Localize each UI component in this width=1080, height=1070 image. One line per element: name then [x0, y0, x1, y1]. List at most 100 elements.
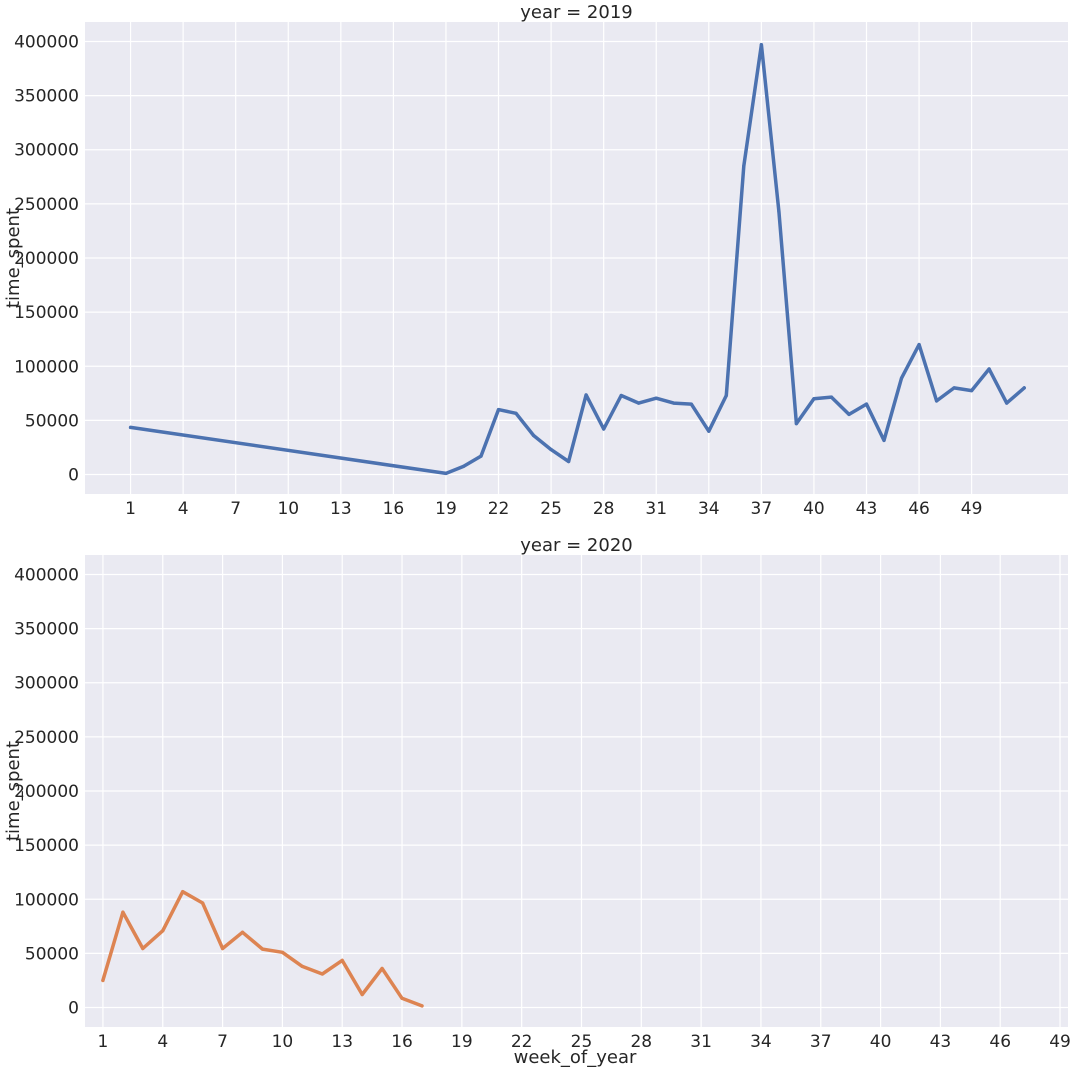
x-tick-label: 1	[125, 499, 136, 519]
x-tick-label: 16	[383, 499, 405, 519]
data-point	[619, 393, 623, 398]
y-tick-label: 350000	[14, 620, 79, 640]
data-point	[934, 399, 939, 403]
data-point	[952, 386, 956, 390]
data-point	[141, 946, 145, 951]
y-tick-label: 100000	[14, 357, 79, 377]
data-point	[567, 459, 571, 464]
x-tick-label: 46	[908, 499, 930, 519]
y-tick-label: 200000	[14, 782, 79, 802]
data-point	[672, 401, 676, 405]
data-point	[320, 972, 324, 976]
x-tick-label: 31	[690, 1032, 712, 1052]
y-tick-label: 150000	[14, 836, 79, 856]
y-tick-label: 50000	[25, 411, 79, 431]
data-point	[220, 946, 225, 951]
data-point	[444, 471, 448, 476]
data-point	[181, 890, 185, 894]
x-tick-label: 31	[645, 499, 667, 519]
x-tick-label: 28	[593, 499, 615, 519]
data-point	[260, 947, 265, 951]
x-tick-label: 49	[1049, 1032, 1071, 1052]
data-point	[637, 401, 641, 405]
x-tick-label: 19	[451, 1032, 473, 1052]
data-point	[300, 964, 304, 968]
data-point	[496, 407, 501, 412]
data-point	[1005, 401, 1009, 405]
data-point	[531, 433, 536, 438]
data-point	[101, 978, 105, 983]
data-point	[742, 164, 746, 168]
data-point	[201, 901, 205, 905]
data-point	[1022, 386, 1026, 390]
y-tick-label: 250000	[14, 728, 79, 748]
data-point	[987, 367, 991, 371]
data-point	[777, 209, 781, 214]
data-point	[420, 1004, 424, 1008]
x-tick-label: 37	[810, 1032, 832, 1052]
x-tick-label: 25	[571, 1032, 593, 1052]
x-tick-label: 40	[870, 1032, 892, 1052]
y-tick-label: 50000	[25, 944, 79, 964]
data-point	[847, 412, 851, 417]
y-tick-label: 0	[68, 466, 79, 486]
x-tick-label: 7	[217, 1032, 228, 1052]
x-tick-label: 10	[277, 499, 299, 519]
data-point	[724, 393, 728, 398]
y-tick-label: 350000	[14, 87, 79, 107]
y-axis-label: time_spent	[3, 208, 24, 308]
x-tick-label: 13	[331, 1032, 353, 1052]
data-point	[161, 929, 165, 933]
x-tick-label: 4	[178, 499, 189, 519]
y-tick-label: 400000	[14, 32, 79, 52]
x-tick-label: 4	[157, 1032, 168, 1052]
x-tick-label: 40	[803, 499, 825, 519]
data-point	[812, 397, 816, 401]
data-point	[360, 992, 364, 997]
data-point	[654, 396, 658, 400]
x-tick-label: 34	[750, 1032, 772, 1052]
data-point	[759, 43, 763, 47]
data-point	[461, 464, 466, 468]
y-tick-label: 400000	[14, 565, 79, 585]
data-point	[380, 966, 384, 971]
x-tick-label: 46	[989, 1032, 1011, 1052]
data-point	[514, 411, 518, 415]
data-point	[864, 402, 869, 406]
data-point	[584, 393, 588, 397]
subplot-2020: 1 4 7 10 13 16 19 22 25 28 31 34 37 40 43 46 49 0 50000 100…	[3, 535, 1071, 1068]
x-tick-label: 22	[511, 1032, 533, 1052]
data-point	[602, 427, 606, 431]
data-point	[970, 389, 974, 393]
y-tick-label: 300000	[14, 141, 79, 161]
data-point	[280, 950, 284, 954]
y-tick-label: 200000	[14, 249, 79, 269]
y-tick-label: 0	[68, 999, 79, 1019]
data-point	[128, 425, 133, 430]
x-tick-label: 10	[272, 1032, 294, 1052]
y-tick-label: 150000	[14, 303, 79, 323]
data-point	[899, 376, 904, 380]
data-point	[707, 429, 711, 433]
subplot-title: year = 2019	[520, 2, 633, 23]
y-tick-label: 300000	[14, 674, 79, 694]
data-point	[882, 438, 886, 443]
data-point	[240, 930, 245, 934]
x-tick-label: 19	[435, 499, 457, 519]
x-tick-label: 37	[751, 499, 773, 519]
data-point	[121, 910, 125, 914]
y-tick-label: 100000	[14, 890, 79, 910]
x-tick-label: 34	[698, 499, 720, 519]
x-axis-label: week_of_year	[514, 1047, 637, 1068]
data-point	[917, 343, 921, 347]
x-tick-label: 49	[961, 499, 983, 519]
x-tick-label: 1	[98, 1032, 109, 1052]
x-tick-label: 25	[540, 499, 562, 519]
data-point	[340, 958, 344, 963]
data-point	[479, 454, 483, 458]
subplot-title: year = 2020	[520, 535, 633, 556]
y-tick-label: 250000	[14, 195, 79, 215]
x-tick-label: 7	[230, 499, 241, 519]
data-point	[549, 448, 553, 452]
